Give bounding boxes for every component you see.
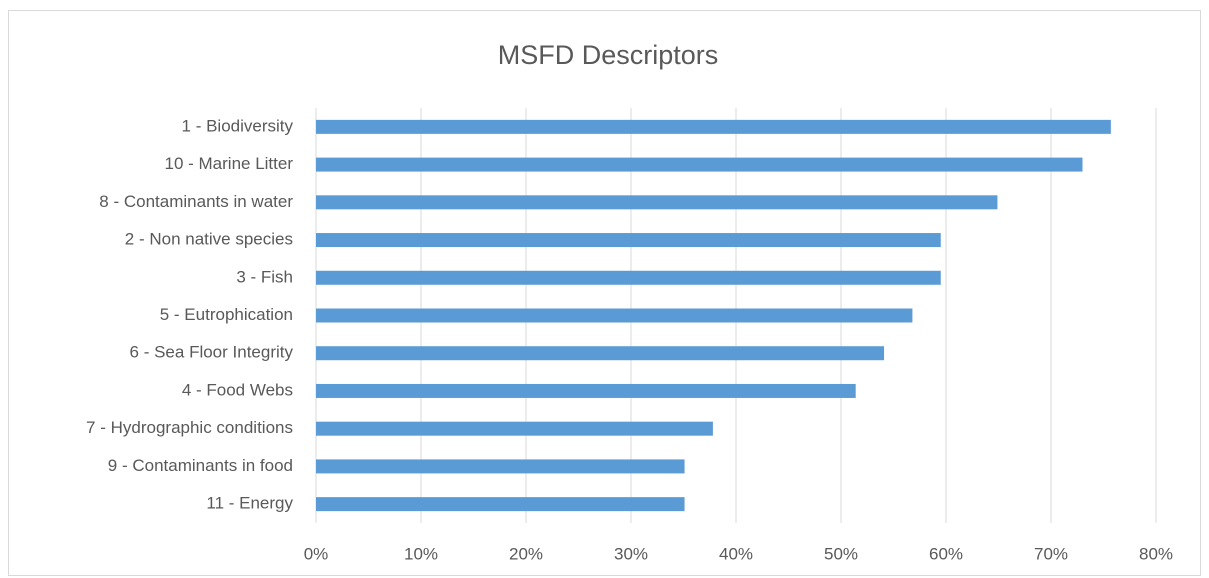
y-tick-label: 1 - Biodiversity xyxy=(182,116,294,135)
y-tick-label: 5 - Eutrophication xyxy=(160,305,293,324)
chart-title: MSFD Descriptors xyxy=(498,40,719,70)
bar xyxy=(316,383,856,398)
x-tick-label: 70% xyxy=(1034,544,1068,563)
bar xyxy=(316,157,1083,172)
y-tick-label: 11 - Energy xyxy=(206,494,293,513)
bar xyxy=(316,233,941,248)
bar xyxy=(316,270,941,285)
x-tick-label: 40% xyxy=(719,544,753,563)
chart-border xyxy=(8,10,1201,576)
x-tick-label: 0% xyxy=(304,544,329,563)
bar xyxy=(316,346,885,361)
x-tick-label: 30% xyxy=(614,544,648,563)
x-tick-label: 60% xyxy=(929,544,963,563)
x-tick-label: 50% xyxy=(824,544,858,563)
y-tick-label: 10 - Marine Litter xyxy=(165,154,294,173)
bar xyxy=(316,497,685,512)
y-tick-label: 8 - Contaminants in water xyxy=(99,192,293,211)
bar xyxy=(316,308,913,323)
x-tick-label: 80% xyxy=(1139,544,1173,563)
x-tick-label: 10% xyxy=(404,544,438,563)
y-tick-label: 2 - Non native species xyxy=(125,230,293,249)
y-tick-label: 7 - Hydrographic conditions xyxy=(86,418,293,437)
y-tick-label: 9 - Contaminants in food xyxy=(108,456,293,475)
y-tick-label: 3 - Fish xyxy=(236,267,293,286)
x-tick-label: 20% xyxy=(509,544,543,563)
bar xyxy=(316,421,713,436)
bar xyxy=(316,195,998,210)
bar xyxy=(316,459,685,474)
y-tick-label: 4 - Food Webs xyxy=(182,380,293,399)
bar xyxy=(316,119,1111,134)
y-tick-label: 6 - Sea Floor Integrity xyxy=(130,343,294,362)
